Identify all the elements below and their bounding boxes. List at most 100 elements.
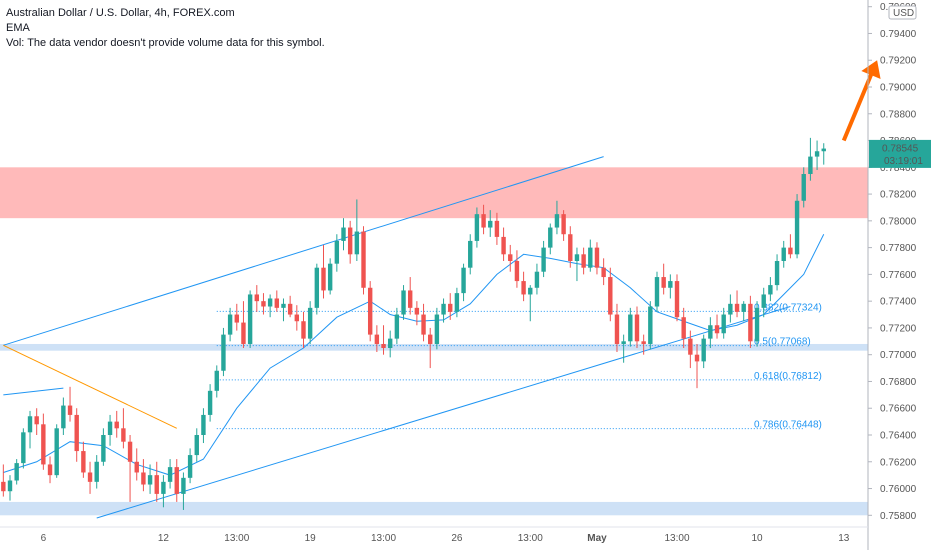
candle-body[interactable] [201,414,206,435]
candle-body[interactable] [181,477,186,494]
candle-body[interactable] [528,287,533,295]
candle-body[interactable] [721,314,726,334]
candle-body[interactable] [714,325,720,334]
candle-body[interactable] [648,306,653,344]
candle-body[interactable] [114,421,119,429]
candle-body[interactable] [481,214,486,228]
candle-body[interactable] [488,220,493,228]
candle-body[interactable] [621,341,626,344]
ema-line[interactable] [3,234,825,476]
candle-body[interactable] [387,338,393,348]
candle-body[interactable] [601,267,606,278]
candle-body[interactable] [514,261,520,282]
candle-body[interactable] [588,247,593,268]
ema-indicator-label[interactable]: EMA [6,22,30,34]
projection-arrow[interactable] [841,60,881,142]
candle-body[interactable] [294,314,300,322]
candle-body[interactable] [728,303,733,315]
candle-body[interactable] [408,290,413,308]
candle-body[interactable] [87,472,93,482]
zone-support[interactable] [0,343,868,351]
candle-body[interactable] [774,261,780,286]
candle-body[interactable] [61,405,66,429]
candle-body[interactable] [394,314,400,339]
candle-body[interactable] [314,267,320,308]
candle-body[interactable] [267,298,273,307]
candle-body[interactable] [634,314,640,342]
candle-body[interactable] [641,341,646,344]
candle-body[interactable] [41,424,46,465]
candle-body[interactable] [808,156,813,174]
candle-body[interactable] [1,481,6,492]
candle-body[interactable] [814,151,820,157]
candle-body[interactable] [134,461,139,473]
candle-body[interactable] [207,390,213,415]
candle-body[interactable] [187,455,193,478]
candle-body[interactable] [161,481,166,494]
candle-body[interactable] [107,421,113,435]
candle-body[interactable] [581,254,586,268]
trendline-channel-lower[interactable] [96,306,791,519]
candle-body[interactable] [27,416,33,433]
candle-body[interactable] [7,480,13,492]
candle-body[interactable] [701,338,706,362]
candle-body[interactable] [281,303,286,308]
candle-body[interactable] [681,317,686,339]
candle-body[interactable] [367,287,373,335]
candle-body[interactable] [654,277,660,307]
candle-body[interactable] [434,314,440,344]
candle-body[interactable] [221,334,226,371]
candle-body[interactable] [254,294,259,302]
candle-body[interactable] [421,314,426,335]
candle-body[interactable] [541,247,546,272]
candle-body[interactable] [381,343,386,348]
candle-body[interactable] [461,267,466,294]
trendline-downtrend[interactable] [3,344,177,429]
candle-body[interactable] [94,461,99,482]
candle-body[interactable] [548,227,553,248]
candle-body[interactable] [247,294,253,344]
candle-body[interactable] [347,227,353,255]
candle-body[interactable] [708,325,713,339]
candle-body[interactable] [768,285,773,295]
candle-body[interactable] [734,303,740,312]
candle-body[interactable] [594,247,600,268]
candle-body[interactable] [761,294,766,308]
candle-body[interactable] [327,263,333,291]
candle-body[interactable] [167,467,173,482]
candle-body[interactable] [794,200,800,255]
candle-body[interactable] [47,464,53,476]
candle-body[interactable] [821,148,826,152]
candle-body[interactable] [781,247,786,261]
candle-body[interactable] [448,303,453,312]
candle-body[interactable] [361,231,366,288]
candle-body[interactable] [261,301,266,307]
candle-body[interactable] [674,281,680,318]
candle-body[interactable] [67,405,73,415]
candle-body[interactable] [748,303,753,342]
candle-body[interactable] [101,435,106,462]
zone-support-low[interactable] [0,501,868,516]
candle-body[interactable] [521,281,526,295]
candle-body[interactable] [401,290,406,315]
candle-body[interactable] [307,307,313,339]
candle-body[interactable] [301,321,306,339]
candle-body[interactable] [468,240,473,268]
candle-body[interactable] [688,338,693,355]
candle-body[interactable] [174,467,179,494]
candle-body[interactable] [554,214,560,228]
trendline-channel-upper[interactable] [3,156,604,346]
candle-body[interactable] [321,267,326,291]
candle-body[interactable] [81,451,86,473]
candle-body[interactable] [788,247,793,255]
candle-body[interactable] [574,254,580,261]
candle-body[interactable] [754,307,760,342]
candle-body[interactable] [287,303,293,315]
candle-body[interactable] [414,307,420,315]
candle-body[interactable] [334,240,340,264]
candle-body[interactable] [127,441,133,462]
candle-body[interactable] [441,303,446,315]
candle-body[interactable] [568,234,573,261]
candle-body[interactable] [561,214,566,235]
